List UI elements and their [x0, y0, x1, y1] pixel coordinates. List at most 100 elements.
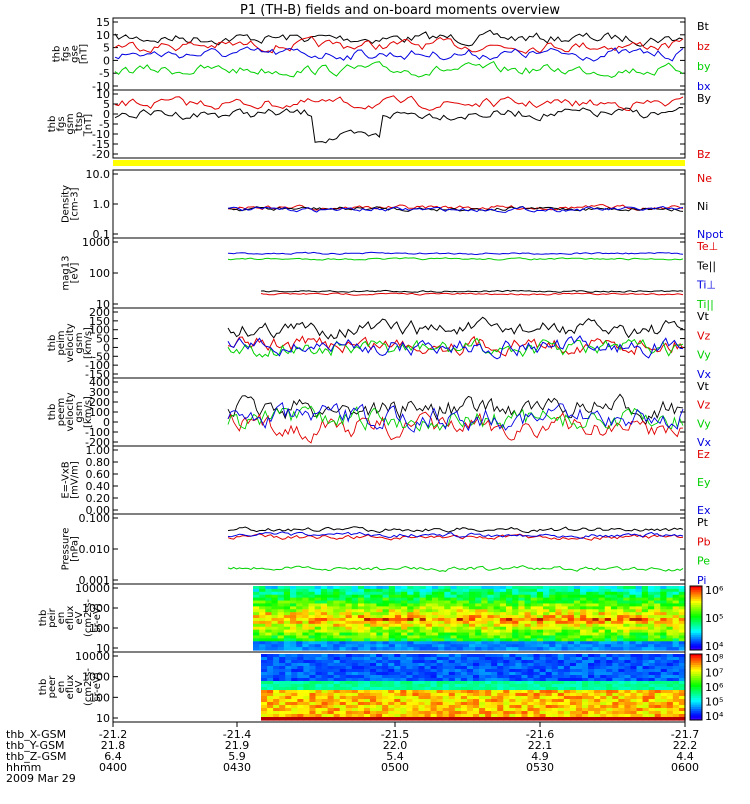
heatmap-cell — [610, 618, 618, 622]
heatmap-cell — [400, 687, 407, 691]
heatmap-cell — [285, 657, 292, 661]
heatmap-cell — [339, 672, 347, 676]
heatmap-cell — [618, 678, 626, 682]
heatmap-cell — [530, 626, 538, 631]
heatmap-cell — [543, 603, 550, 607]
heatmap-cell — [530, 635, 538, 639]
heatmap-cell — [401, 641, 408, 645]
heatmap-cell — [497, 672, 504, 676]
heatmap-cell — [296, 586, 303, 590]
heatmap-cell — [382, 663, 389, 667]
heatmap-cell — [580, 635, 587, 639]
heatmap-cell — [370, 696, 377, 700]
heatmap-cell — [612, 693, 619, 697]
heatmap-cell — [630, 693, 638, 697]
heatmap-cell — [448, 702, 456, 706]
heatmap-cell — [394, 644, 402, 648]
heatmap-cell — [557, 687, 565, 691]
y-tick-label: 100 — [89, 406, 110, 419]
heatmap-cell — [285, 687, 292, 691]
heatmap-cell — [512, 594, 519, 599]
heatmap-cell — [672, 672, 680, 676]
heatmap-cell — [530, 588, 538, 593]
heatmap-cell — [666, 690, 674, 694]
heatmap-cell — [618, 690, 626, 694]
heatmap-cell — [394, 588, 402, 593]
heatmap-cell — [376, 620, 384, 625]
heatmap-cell — [283, 591, 291, 596]
colorbar-step — [690, 658, 702, 662]
heatmap-cell — [580, 594, 587, 599]
heatmap-cell — [499, 635, 507, 639]
heatmap-cell — [413, 629, 421, 634]
heatmap-cell — [442, 678, 450, 682]
heatmap-cell — [624, 693, 632, 697]
heatmap-cell — [493, 638, 501, 642]
heatmap-cell — [672, 669, 680, 673]
heatmap-cell — [382, 675, 389, 679]
heatmap-cell — [481, 626, 489, 631]
heatmap-cell — [430, 669, 438, 673]
heatmap-cell — [479, 654, 486, 658]
heatmap-cell — [267, 687, 274, 691]
heatmap-cell — [536, 641, 544, 645]
heatmap-cell — [539, 675, 547, 679]
heatmap-cell — [297, 654, 304, 658]
heatmap-cell — [551, 711, 559, 715]
heatmap-cell — [586, 586, 594, 590]
heatmap-cell — [425, 606, 433, 610]
heatmap-cell — [291, 714, 298, 718]
heatmap-cell — [290, 612, 297, 616]
heatmap-cell — [303, 681, 311, 685]
heatmap-cell — [303, 657, 311, 661]
heatmap-cell — [382, 672, 389, 676]
heatmap-cell — [549, 641, 556, 645]
heatmap-cell — [279, 714, 286, 718]
heatmap-cell — [431, 618, 439, 622]
heatmap-cell — [485, 654, 492, 658]
heatmap-cell — [345, 597, 353, 602]
heatmap-cell — [273, 681, 280, 685]
heatmap-cell — [580, 603, 587, 607]
heatmap-cell — [618, 669, 626, 673]
heatmap-cell — [430, 684, 438, 688]
heatmap-cell — [279, 678, 286, 682]
heatmap-cell — [530, 632, 538, 637]
heatmap-cell — [376, 696, 383, 700]
heatmap-cell — [678, 711, 686, 715]
heatmap-cell — [357, 669, 365, 673]
heatmap-cell — [339, 696, 347, 700]
heatmap-cell — [654, 717, 662, 721]
heatmap-cell — [491, 681, 498, 685]
heatmap-cell — [575, 657, 583, 661]
heatmap-cell — [285, 705, 292, 709]
heatmap-cell — [512, 600, 519, 605]
heatmap-cell — [536, 615, 544, 619]
heatmap-cell — [509, 684, 516, 688]
heatmap-cell — [425, 603, 433, 607]
heatmap-cell — [503, 714, 510, 718]
heatmap-cell — [588, 663, 595, 667]
heatmap-cell — [672, 603, 680, 607]
heatmap-cell — [660, 615, 668, 619]
heatmap-cell — [515, 693, 523, 697]
heatmap-cell — [481, 641, 489, 645]
heatmap-cell — [357, 609, 365, 613]
heatmap-cell — [363, 693, 371, 697]
heatmap-cell — [545, 675, 553, 679]
heatmap-cell — [618, 696, 626, 700]
heatmap-cell — [678, 705, 686, 709]
heatmap-cell — [654, 588, 661, 593]
heatmap-cell — [357, 638, 365, 642]
ylabel-line: thb — [52, 46, 63, 63]
heatmap-cell — [419, 620, 427, 625]
series-line-Vz — [227, 335, 684, 357]
heatmap-cell — [394, 635, 402, 639]
heatmap-cell — [425, 644, 433, 648]
heatmap-cell — [302, 635, 310, 639]
x-axis-value: 0500 — [381, 761, 409, 774]
heatmap-cell — [557, 717, 565, 721]
heatmap-cell — [636, 690, 644, 694]
heatmap-cell — [487, 629, 495, 634]
heatmap-cell — [654, 699, 662, 703]
